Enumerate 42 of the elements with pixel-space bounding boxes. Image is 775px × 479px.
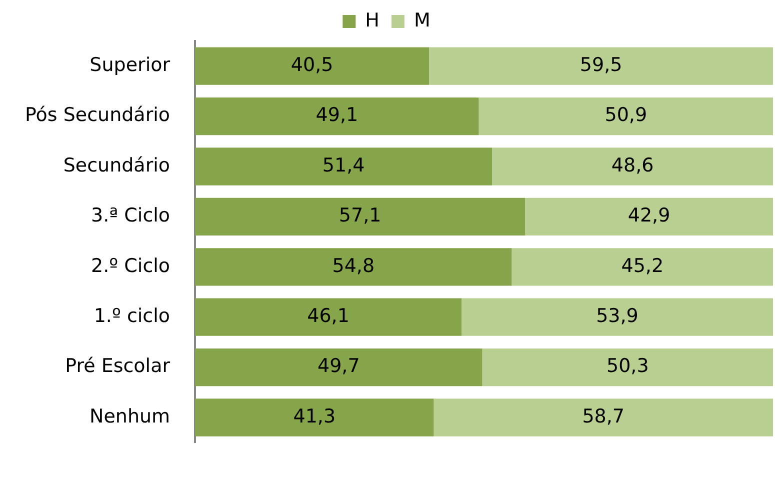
data-label: 49,1 — [316, 104, 358, 126]
data-label: 59,5 — [580, 54, 622, 76]
data-label: 45,2 — [621, 254, 664, 277]
bar — [195, 298, 462, 336]
data-label: 54,8 — [332, 254, 375, 277]
bar — [429, 47, 773, 85]
data-label: 49,7 — [318, 355, 360, 378]
y-tick-label: Nenhum — [89, 405, 170, 428]
bar — [434, 398, 773, 436]
bar — [195, 248, 512, 286]
data-label: 58,7 — [582, 405, 625, 428]
y-tick-label: 2.º Ciclo — [91, 254, 170, 277]
data-label: 42,9 — [628, 204, 670, 227]
bar — [461, 298, 773, 336]
y-tick-label: 1.º ciclo — [94, 305, 170, 328]
y-tick-label: Secundário — [63, 154, 170, 176]
y-tick-label: Superior — [90, 54, 170, 76]
bar — [492, 148, 773, 186]
data-label: 51,4 — [322, 154, 365, 176]
bar — [195, 198, 526, 236]
bar — [195, 348, 482, 386]
bar — [478, 97, 773, 136]
data-label: 46,1 — [307, 305, 350, 328]
legend-label: M — [414, 9, 430, 32]
data-label: 48,6 — [611, 154, 654, 176]
data-label: 53,9 — [596, 305, 638, 328]
data-label: 50,9 — [604, 104, 648, 126]
bar — [195, 398, 434, 436]
bar — [512, 248, 773, 286]
data-label: 57,1 — [338, 204, 382, 227]
bar — [525, 198, 773, 236]
y-tick-label: Pós Secundário — [24, 104, 170, 126]
bar — [195, 97, 479, 136]
bar — [195, 148, 492, 186]
bar — [482, 348, 773, 386]
legend-label: H — [365, 9, 380, 32]
data-label: 41,3 — [293, 405, 336, 428]
data-label: 50,3 — [606, 355, 649, 378]
bar — [195, 47, 430, 85]
y-tick-label: Pré Escolar — [65, 355, 170, 378]
y-tick-label: 3.ª Ciclo — [91, 204, 170, 227]
data-label: 40,5 — [290, 54, 334, 76]
